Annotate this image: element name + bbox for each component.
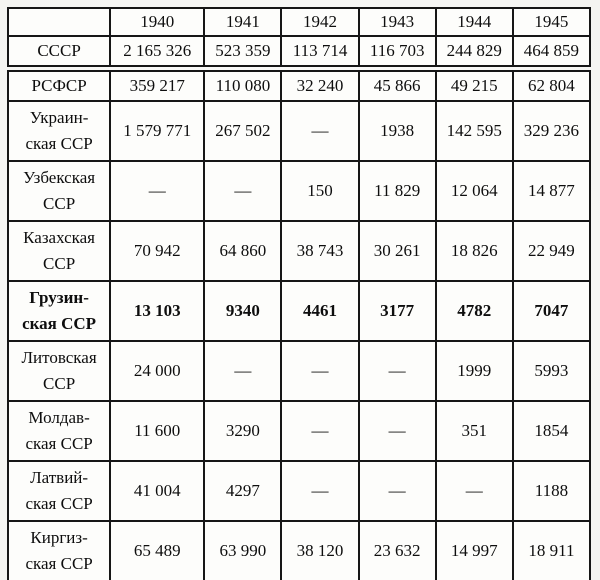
value-cell: —: [357, 339, 437, 402]
value-cell: 464 859: [511, 34, 592, 67]
row-label: РСФСР: [6, 69, 112, 102]
value-cell: 64 860: [203, 219, 283, 282]
value-cell: 65 489: [109, 519, 206, 580]
value-cell: 49 215: [434, 69, 514, 102]
value-cell: 5993: [511, 339, 592, 402]
value-cell: 13 103: [109, 279, 206, 342]
value-cell: 9340: [203, 279, 283, 342]
value-cell: 1 579 771: [109, 99, 206, 162]
value-cell: 244 829: [434, 34, 514, 67]
value-cell: 7047: [511, 279, 592, 342]
value-cell: 38 120: [280, 519, 360, 580]
value-cell: 4461: [280, 279, 360, 342]
value-cell: 351: [434, 399, 514, 462]
value-cell: 38 743: [280, 219, 360, 282]
row-label: Украин- ская ССР: [6, 99, 112, 162]
value-cell: 267 502: [203, 99, 283, 162]
value-cell: 18 911: [511, 519, 592, 580]
value-cell: 523 359: [203, 34, 283, 67]
year-header-1942: 1942: [280, 7, 360, 37]
value-cell: 11 600: [109, 399, 206, 462]
value-cell: 359 217: [109, 69, 206, 102]
value-cell: 3177: [357, 279, 437, 342]
row-label: Узбекская ССР: [6, 159, 112, 222]
value-cell: 113 714: [280, 34, 360, 67]
table-row-moldavian-ssr: Молдав- ская ССР 11 600 3290 — — 351 185…: [6, 399, 592, 462]
value-cell: 32 240: [280, 69, 360, 102]
row-label: Киргиз- ская ССР: [6, 519, 112, 580]
value-cell: 11 829: [357, 159, 437, 222]
value-cell: 22 949: [511, 219, 592, 282]
value-cell: —: [280, 99, 360, 162]
value-cell: 24 000: [109, 339, 206, 402]
value-cell: 12 064: [434, 159, 514, 222]
empty-corner-cell: [6, 7, 112, 37]
value-cell: 1854: [511, 399, 592, 462]
value-cell: —: [280, 459, 360, 522]
row-label: Литовская ССР: [6, 339, 112, 402]
table-row-uzbek-ssr: Узбекская ССР — — 150 11 829 12 064 14 8…: [6, 159, 592, 222]
value-cell: 1999: [434, 339, 514, 402]
value-cell: —: [434, 459, 514, 522]
value-cell: 45 866: [357, 69, 437, 102]
value-cell: 70 942: [109, 219, 206, 282]
table-row-rsfsr: РСФСР 359 217 110 080 32 240 45 866 49 2…: [6, 69, 592, 102]
value-cell: 142 595: [434, 99, 514, 162]
value-cell: 329 236: [511, 99, 592, 162]
value-cell: 116 703: [357, 34, 437, 67]
value-cell: —: [357, 459, 437, 522]
table-row-ukrainian-ssr: Украин- ская ССР 1 579 771 267 502 — 193…: [6, 99, 592, 162]
value-cell: 110 080: [203, 69, 283, 102]
row-label: Молдав- ская ССР: [6, 399, 112, 462]
statistics-table: 1940 1941 1942 1943 1944 1945 СССР 2 165…: [6, 7, 592, 580]
row-label: Грузин- ская ССР: [6, 279, 112, 342]
value-cell: 1938: [357, 99, 437, 162]
row-label: Казахская ССР: [6, 219, 112, 282]
value-cell: 30 261: [357, 219, 437, 282]
table-row-latvian-ssr: Латвий- ская ССР 41 004 4297 — — — 1188: [6, 459, 592, 522]
year-header-1945: 1945: [511, 7, 592, 37]
table-section-republics: РСФСР 359 217 110 080 32 240 45 866 49 2…: [6, 69, 592, 580]
year-header-1943: 1943: [357, 7, 437, 37]
value-cell: 23 632: [357, 519, 437, 580]
value-cell: 14 877: [511, 159, 592, 222]
value-cell: 63 990: [203, 519, 283, 580]
value-cell: —: [280, 339, 360, 402]
row-label: Латвий- ская ССР: [6, 459, 112, 522]
table-row-georgian-ssr: Грузин- ская ССР 13 103 9340 4461 3177 4…: [6, 279, 592, 342]
value-cell: 3290: [203, 399, 283, 462]
value-cell: 62 804: [511, 69, 592, 102]
table-row-lithuanian-ssr: Литовская ССР 24 000 — — — 1999 5993: [6, 339, 592, 402]
value-cell: —: [357, 399, 437, 462]
value-cell: —: [203, 159, 283, 222]
value-cell: 41 004: [109, 459, 206, 522]
value-cell: —: [203, 339, 283, 402]
year-header-1940: 1940: [109, 7, 206, 37]
year-header-row: 1940 1941 1942 1943 1944 1945: [6, 7, 592, 37]
value-cell: —: [109, 159, 206, 222]
value-cell: 18 826: [434, 219, 514, 282]
value-cell: 1188: [511, 459, 592, 522]
value-cell: 14 997: [434, 519, 514, 580]
value-cell: 4297: [203, 459, 283, 522]
year-header-1944: 1944: [434, 7, 514, 37]
value-cell: 4782: [434, 279, 514, 342]
table-row-ussr: СССР 2 165 326 523 359 113 714 116 703 2…: [6, 34, 592, 67]
value-cell: 2 165 326: [109, 34, 206, 67]
table-section-totals: 1940 1941 1942 1943 1944 1945 СССР 2 165…: [6, 7, 592, 67]
year-header-1941: 1941: [203, 7, 283, 37]
value-cell: 150: [280, 159, 360, 222]
row-label: СССР: [6, 34, 112, 67]
value-cell: —: [280, 399, 360, 462]
table-row-kirghiz-ssr: Киргиз- ская ССР 65 489 63 990 38 120 23…: [6, 519, 592, 580]
table-row-kazakh-ssr: Казахская ССР 70 942 64 860 38 743 30 26…: [6, 219, 592, 282]
